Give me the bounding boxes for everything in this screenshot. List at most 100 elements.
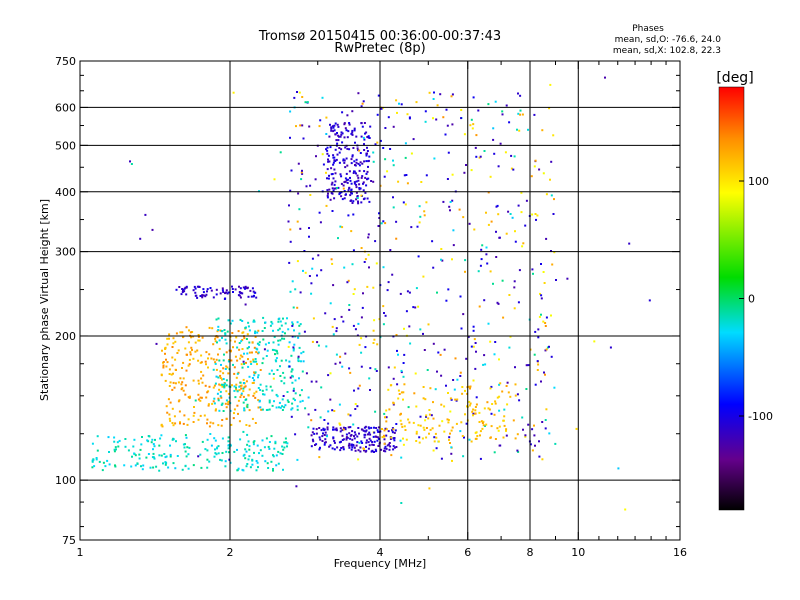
scatter-point <box>260 408 263 411</box>
scatter-point <box>447 421 450 424</box>
scatter-point <box>497 165 500 168</box>
scatter-point <box>422 275 425 278</box>
scatter-point <box>336 446 339 449</box>
scatter-point <box>452 379 455 381</box>
scatter-point <box>377 426 380 429</box>
scatter-point <box>392 206 395 209</box>
scatter-point <box>259 369 262 371</box>
scatter-point <box>194 399 197 402</box>
scatter-point <box>197 335 200 338</box>
scatter-point <box>543 371 545 374</box>
scatter-point <box>384 416 386 419</box>
scatter-point <box>301 169 303 172</box>
scatter-point <box>400 369 403 372</box>
scatter-point <box>299 394 302 397</box>
scatter-point <box>490 425 493 428</box>
scatter-point <box>222 410 225 412</box>
scatter-point <box>373 426 375 429</box>
scatter-point <box>296 458 299 461</box>
scatter-point <box>366 170 369 173</box>
scatter-point <box>372 180 375 183</box>
scatter-point <box>372 160 375 163</box>
scatter-point <box>390 454 393 457</box>
scatter-point <box>450 398 453 401</box>
scatter-point <box>130 163 133 165</box>
scatter-point <box>383 442 386 445</box>
scatter-point <box>383 447 386 450</box>
scatter-point <box>289 290 292 293</box>
scatter-point <box>271 348 274 351</box>
scatter-point <box>181 367 183 369</box>
scatter-point <box>544 419 547 421</box>
scatter-point <box>192 335 195 338</box>
scatter-point <box>253 346 256 349</box>
scatter-point <box>415 440 418 442</box>
scatter-point <box>327 192 329 195</box>
scatter-point <box>384 127 387 129</box>
scatter-point <box>437 440 440 443</box>
scatter-point <box>429 428 432 431</box>
scatter-point <box>282 371 285 374</box>
scatter-point <box>353 182 356 185</box>
scatter-point <box>440 374 443 377</box>
scatter-point <box>542 172 545 175</box>
scatter-point <box>364 176 367 179</box>
scatter-point <box>282 468 284 471</box>
scatter-point <box>212 386 215 389</box>
scatter-point <box>214 409 217 412</box>
scatter-point <box>484 363 487 366</box>
scatter-point <box>291 324 294 327</box>
scatter-point <box>242 360 245 363</box>
scatter-point <box>398 393 401 395</box>
scatter-point <box>393 366 396 369</box>
scatter-point <box>498 444 501 447</box>
scatter-point <box>365 154 368 157</box>
scatter-point <box>315 155 317 158</box>
scatter-point <box>344 127 347 130</box>
scatter-point <box>412 138 415 141</box>
scatter-point <box>440 258 442 261</box>
scatter-point <box>171 356 174 359</box>
scatter-point <box>261 408 264 411</box>
scatter-point <box>497 302 500 305</box>
scatter-point <box>124 438 127 440</box>
scatter-point <box>496 301 499 304</box>
scatter-point <box>318 211 321 214</box>
scatter-point <box>281 398 284 401</box>
scatter-point <box>425 436 428 439</box>
scatter-point <box>410 226 413 229</box>
scatter-point <box>249 360 252 363</box>
scatter-point <box>184 393 187 396</box>
scatter-point <box>330 258 333 261</box>
scatter-point <box>238 385 241 388</box>
scatter-point <box>292 349 295 352</box>
scatter-point <box>475 396 478 399</box>
scatter-point <box>464 259 467 262</box>
scatter-point <box>514 366 516 369</box>
scatter-point <box>392 164 395 167</box>
scatter-point <box>244 457 247 460</box>
scatter-point <box>332 154 335 157</box>
scatter-point <box>113 448 116 451</box>
scatter-point <box>357 458 360 461</box>
x-tick-label: 8 <box>527 546 534 559</box>
scatter-point <box>331 125 334 128</box>
scatter-point <box>462 313 465 316</box>
scatter-point <box>235 336 238 339</box>
scatter-point <box>487 191 490 194</box>
scatter-point <box>546 346 549 349</box>
scatter-point <box>224 332 227 335</box>
scatter-point <box>447 419 450 421</box>
scatter-point <box>221 385 224 388</box>
scatter-point <box>445 384 447 387</box>
scatter-point <box>160 434 163 437</box>
scatter-point <box>217 353 219 356</box>
scatter-point <box>221 437 224 440</box>
scatter-point <box>224 338 227 341</box>
scatter-point <box>214 340 217 343</box>
scatter-point <box>219 370 222 373</box>
scatter-point <box>302 137 305 140</box>
scatter-point <box>280 324 283 327</box>
scatter-point <box>376 429 379 432</box>
scatter-point <box>321 440 324 442</box>
